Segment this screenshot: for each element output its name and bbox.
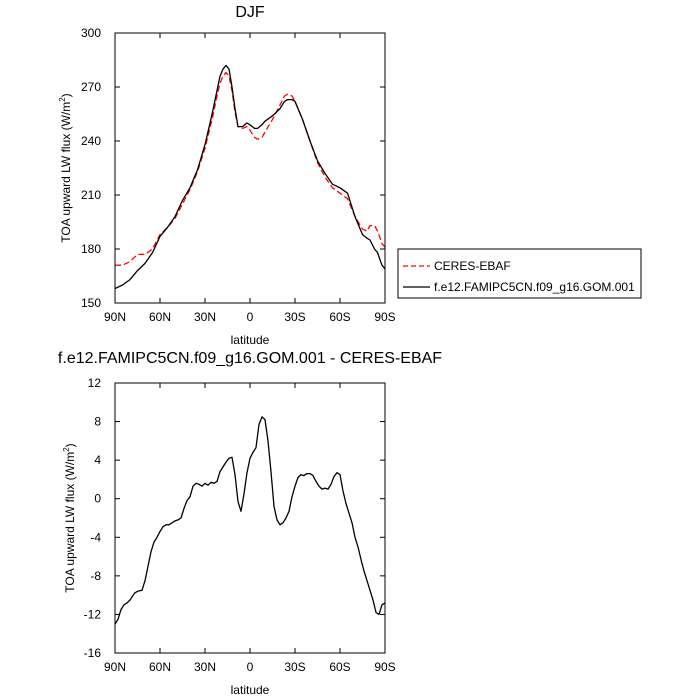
top-y-axis-label: TOA upward LW flux (W/m2) bbox=[58, 93, 73, 242]
top-x-tick-label: 60S bbox=[329, 310, 350, 324]
bottom-x-tick-label: 60S bbox=[329, 660, 350, 674]
legend-frame bbox=[397, 248, 642, 299]
top-y-tick-label: 240 bbox=[81, 134, 101, 148]
top-y-tick-label: 300 bbox=[81, 26, 101, 40]
bottom-y-tick-label: -8 bbox=[90, 569, 101, 583]
top-series-line-1 bbox=[114, 64, 386, 290]
bottom-difference-chart: f.e12.FAMIPC5CN.f09_g16.GOM.001 - CERES-… bbox=[58, 350, 442, 697]
bottom-x-tick-label: 90N bbox=[104, 660, 126, 674]
top-x-tick-label: 0 bbox=[247, 310, 254, 324]
top-legend: CERES-EBAF f.e12.FAMIPC5CN.f09_g16.GOM.0… bbox=[397, 248, 642, 299]
legend-label-ceres: CERES-EBAF bbox=[434, 259, 511, 273]
bottom-y-tick-label: -4 bbox=[90, 530, 101, 544]
top-chart-title: DJF bbox=[235, 4, 265, 21]
bottom-chart-title: f.e12.FAMIPC5CN.f09_g16.GOM.001 - CERES-… bbox=[58, 350, 442, 367]
bottom-x-tick-label: 0 bbox=[247, 660, 254, 674]
bottom-y-axis-label: TOA upward LW flux (W/m2) bbox=[62, 443, 77, 592]
bottom-y-tick-label: -16 bbox=[84, 646, 102, 660]
bottom-y-tick-label: 4 bbox=[94, 453, 101, 467]
top-y-tick-label: 210 bbox=[81, 188, 101, 202]
bottom-series-line-0 bbox=[114, 416, 386, 625]
top-x-tick-label: 30N bbox=[194, 310, 216, 324]
bottom-y-tick-label: -12 bbox=[84, 607, 102, 621]
top-series-line-0 bbox=[115, 71, 386, 266]
top-x-tick-label: 30S bbox=[284, 310, 305, 324]
top-y-tick-label: 270 bbox=[81, 80, 101, 94]
bottom-plot-frame bbox=[114, 382, 386, 654]
legend-label-model: f.e12.FAMIPC5CN.f09_g16.GOM.001 bbox=[434, 280, 635, 294]
top-x-tick-label: 60N bbox=[149, 310, 171, 324]
bottom-y-tick-label: 8 bbox=[94, 415, 101, 429]
bottom-y-tick-label: 12 bbox=[88, 376, 102, 390]
bottom-x-tick-label: 90S bbox=[374, 660, 395, 674]
top-x-axis-label: latitude bbox=[231, 333, 270, 347]
top-plot-frame bbox=[114, 32, 386, 304]
bottom-x-tick-label: 30N bbox=[194, 660, 216, 674]
bottom-y-tick-label: 0 bbox=[94, 492, 101, 506]
top-y-tick-label: 180 bbox=[81, 242, 101, 256]
top-x-tick-label: 90S bbox=[374, 310, 395, 324]
bottom-x-tick-label: 60N bbox=[149, 660, 171, 674]
top-x-tick-label: 90N bbox=[104, 310, 126, 324]
top-y-tick-label: 150 bbox=[81, 296, 101, 310]
bottom-x-axis-label: latitude bbox=[231, 683, 270, 697]
top-line-chart: DJF 90N 60N 30N 0 30S 60S 90S 150 180 210 240 270 30… bbox=[58, 4, 642, 347]
bottom-x-tick-label: 30S bbox=[284, 660, 305, 674]
